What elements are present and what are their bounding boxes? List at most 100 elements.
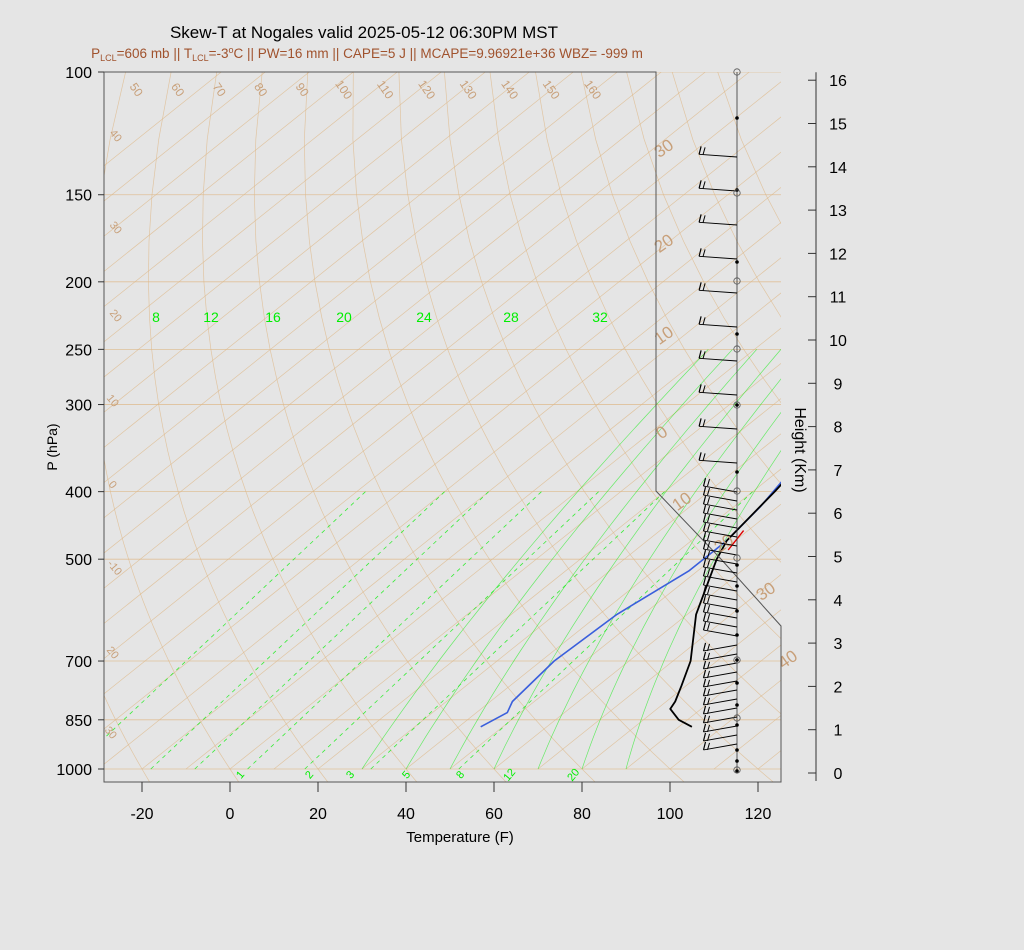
wind-barb-flag (707, 679, 710, 688)
dry-adiabat (104, 694, 151, 782)
wind-barb-flag (698, 316, 702, 325)
level-circle (733, 714, 741, 722)
wind-barb-flag (702, 612, 707, 622)
isotherm (104, 72, 310, 237)
wind-barb-flag (707, 706, 710, 715)
height-tick-label: 13 (829, 203, 847, 220)
isotherm (104, 186, 781, 730)
wind-barb-flag (707, 487, 710, 496)
wind-barb-flag (707, 652, 710, 661)
mixing-ratio-line (104, 491, 366, 739)
moist-adiabat-label: 10 (669, 488, 695, 514)
subtitle-tlcl-sub: LCL (192, 53, 209, 63)
level-circle (733, 189, 741, 197)
wind-barb-flag (707, 604, 710, 613)
wind-barb-flag (707, 661, 710, 670)
wind-barb-flag (702, 621, 707, 631)
wind-barb-flag (707, 505, 710, 514)
wind-barb-flag (702, 651, 707, 661)
wind-barb-flag (702, 585, 707, 595)
wind-barb-flag (698, 452, 702, 461)
subtitle-plcl-value: =606 mb || T (117, 46, 192, 61)
isotherm-label: 50 (127, 80, 146, 99)
wind-barb-flag (707, 688, 710, 697)
wind-barb-shaft (699, 221, 738, 226)
wind-barb-flag (702, 249, 706, 257)
temperature-tick-label: 20 (309, 806, 327, 823)
dry-adiabat (580, 72, 781, 485)
isotherm (104, 72, 222, 167)
wind-barb-shaft (699, 391, 738, 396)
mixing-ratio-line (194, 491, 489, 770)
level-circle (733, 401, 741, 409)
wind-barb-flag (707, 697, 710, 706)
wind-barb-shaft (703, 698, 738, 706)
isotherm (104, 72, 398, 308)
wind-barb-shaft (703, 575, 738, 583)
isotherm (273, 362, 781, 770)
moist-adiabat-label: 20 (651, 230, 677, 256)
height-axis-label: Height (Km) (791, 407, 808, 492)
wind-barb-shaft (703, 566, 738, 574)
mixing-ratio-bottom-label: 1 (234, 769, 247, 781)
wind-barb-flag (707, 559, 710, 568)
mixing-ratio-top-label: 8 (152, 309, 160, 325)
wind-barb-flag (707, 496, 710, 505)
wind-barb-flag (707, 715, 710, 724)
isotherm (141, 257, 781, 770)
wind-barb-flag (707, 577, 710, 586)
wind-barb-flag (707, 514, 710, 523)
level-dot (735, 703, 739, 707)
level-dot (735, 260, 739, 264)
wind-barb-shaft (703, 530, 738, 538)
dry-adiabat (535, 72, 781, 563)
wind-barb-flag (702, 504, 707, 514)
wind-barb-shaft (703, 593, 738, 601)
wind-barb-shaft (703, 548, 738, 556)
height-tick-label: 16 (829, 73, 847, 90)
wind-barb-flag (707, 643, 710, 652)
isotherm-label: 130 (457, 77, 480, 102)
dry-adiabat-label: 20 (107, 308, 124, 325)
wind-barb-flag (698, 350, 702, 359)
dry-adiabat-label: 10 (104, 393, 121, 410)
moist-adiabat (405, 349, 733, 770)
wind-barb-shaft (699, 255, 738, 260)
plot-frame (103, 71, 782, 783)
wind-barb-flag (707, 622, 710, 631)
wind-barb-flag (702, 181, 706, 189)
isotherm (104, 72, 706, 554)
isotherm (104, 72, 750, 589)
level-circle (733, 345, 741, 353)
wind-barb-shaft (703, 662, 738, 670)
wind-barb-flag (707, 733, 710, 742)
dry-adiabat (444, 72, 781, 715)
wind-barb-shaft (703, 521, 738, 529)
dry-adiabat (626, 72, 781, 404)
wind-barb-shaft (703, 716, 738, 724)
wind-barb-flag (702, 723, 707, 733)
level-dot (735, 403, 739, 407)
wind-barb-flag (702, 696, 707, 706)
isotherm (625, 644, 781, 770)
isotherm (713, 714, 781, 770)
temperature-line (669, 483, 781, 728)
wind-barb-flag (707, 595, 710, 604)
isotherm-label: 120 (415, 77, 438, 102)
isotherm (449, 503, 781, 770)
moist-adiabat-label: 10 (651, 322, 677, 348)
mixing-ratio-top-label: 20 (336, 309, 352, 325)
wind-barb-shaft (703, 689, 738, 697)
wind-barb-flag (707, 550, 710, 559)
isotherm (104, 72, 442, 343)
dry-adiabat (717, 72, 781, 225)
isotherm (104, 72, 354, 272)
wind-barb-flag (702, 603, 707, 613)
wind-barb-flag (702, 558, 707, 568)
isotherm (317, 398, 781, 770)
wind-barb-flag (702, 567, 707, 577)
height-tick-label: 6 (834, 506, 843, 523)
isotherm (537, 574, 781, 770)
wind-barb-flag (702, 540, 707, 550)
